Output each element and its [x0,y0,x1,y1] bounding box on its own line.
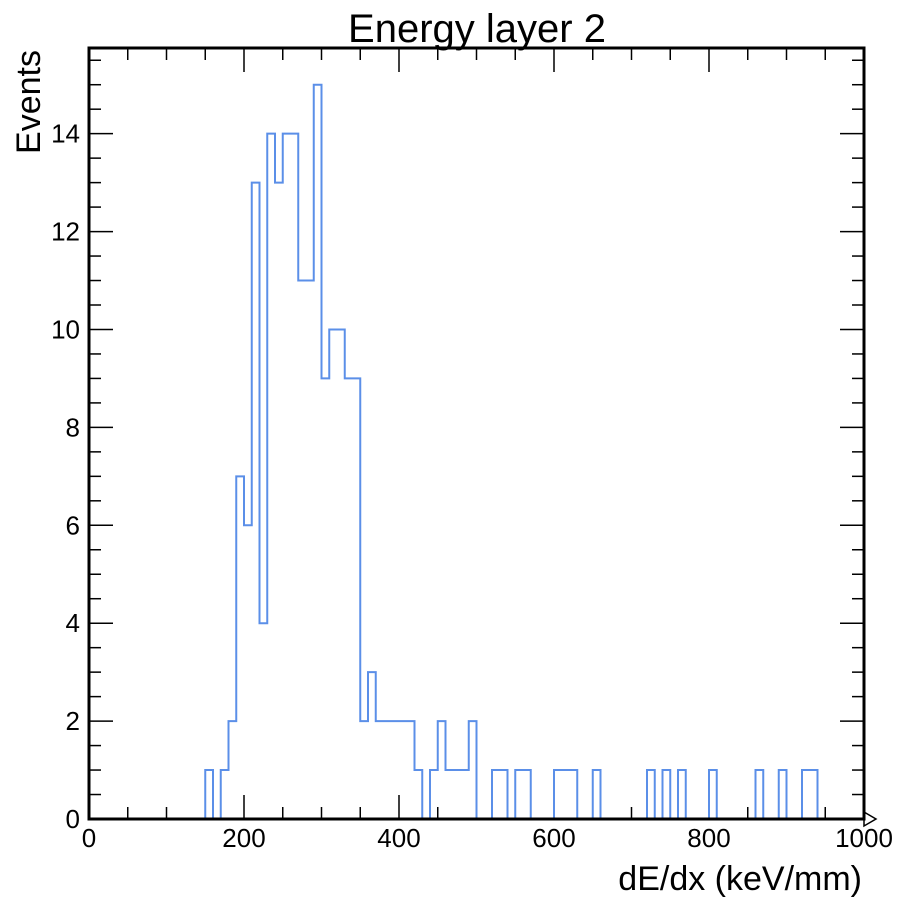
histogram-series [204,83,819,820]
y-tick-label: 8 [66,412,80,442]
x-axis-arrow [863,810,878,828]
y-tick-label: 2 [66,706,80,736]
chart-title: Energy layer 2 [348,7,606,51]
x-axis-label: dE/dx (keV/mm) [618,860,862,898]
y-axis-label: Events [10,50,48,154]
plot-frame [87,46,866,821]
x-tick-label: 400 [377,823,420,853]
y-tick-label: 14 [51,119,80,149]
axis-ticks [88,48,865,820]
x-tick-label: 600 [532,823,575,853]
y-tick-label: 12 [51,217,80,247]
tick-labels: 0 200 400 600 800 1000 0 2 4 6 8 10 12 14 [51,119,893,853]
x-tick-label: 800 [687,823,730,853]
y-tick-label: 0 [66,804,80,834]
x-tick-label: 0 [82,823,96,853]
x-tick-label: 1000 [835,823,893,853]
x-tick-label: 200 [222,823,265,853]
y-tick-label: 6 [66,510,80,540]
y-tick-label: 4 [66,608,80,638]
y-tick-label: 10 [51,314,80,344]
